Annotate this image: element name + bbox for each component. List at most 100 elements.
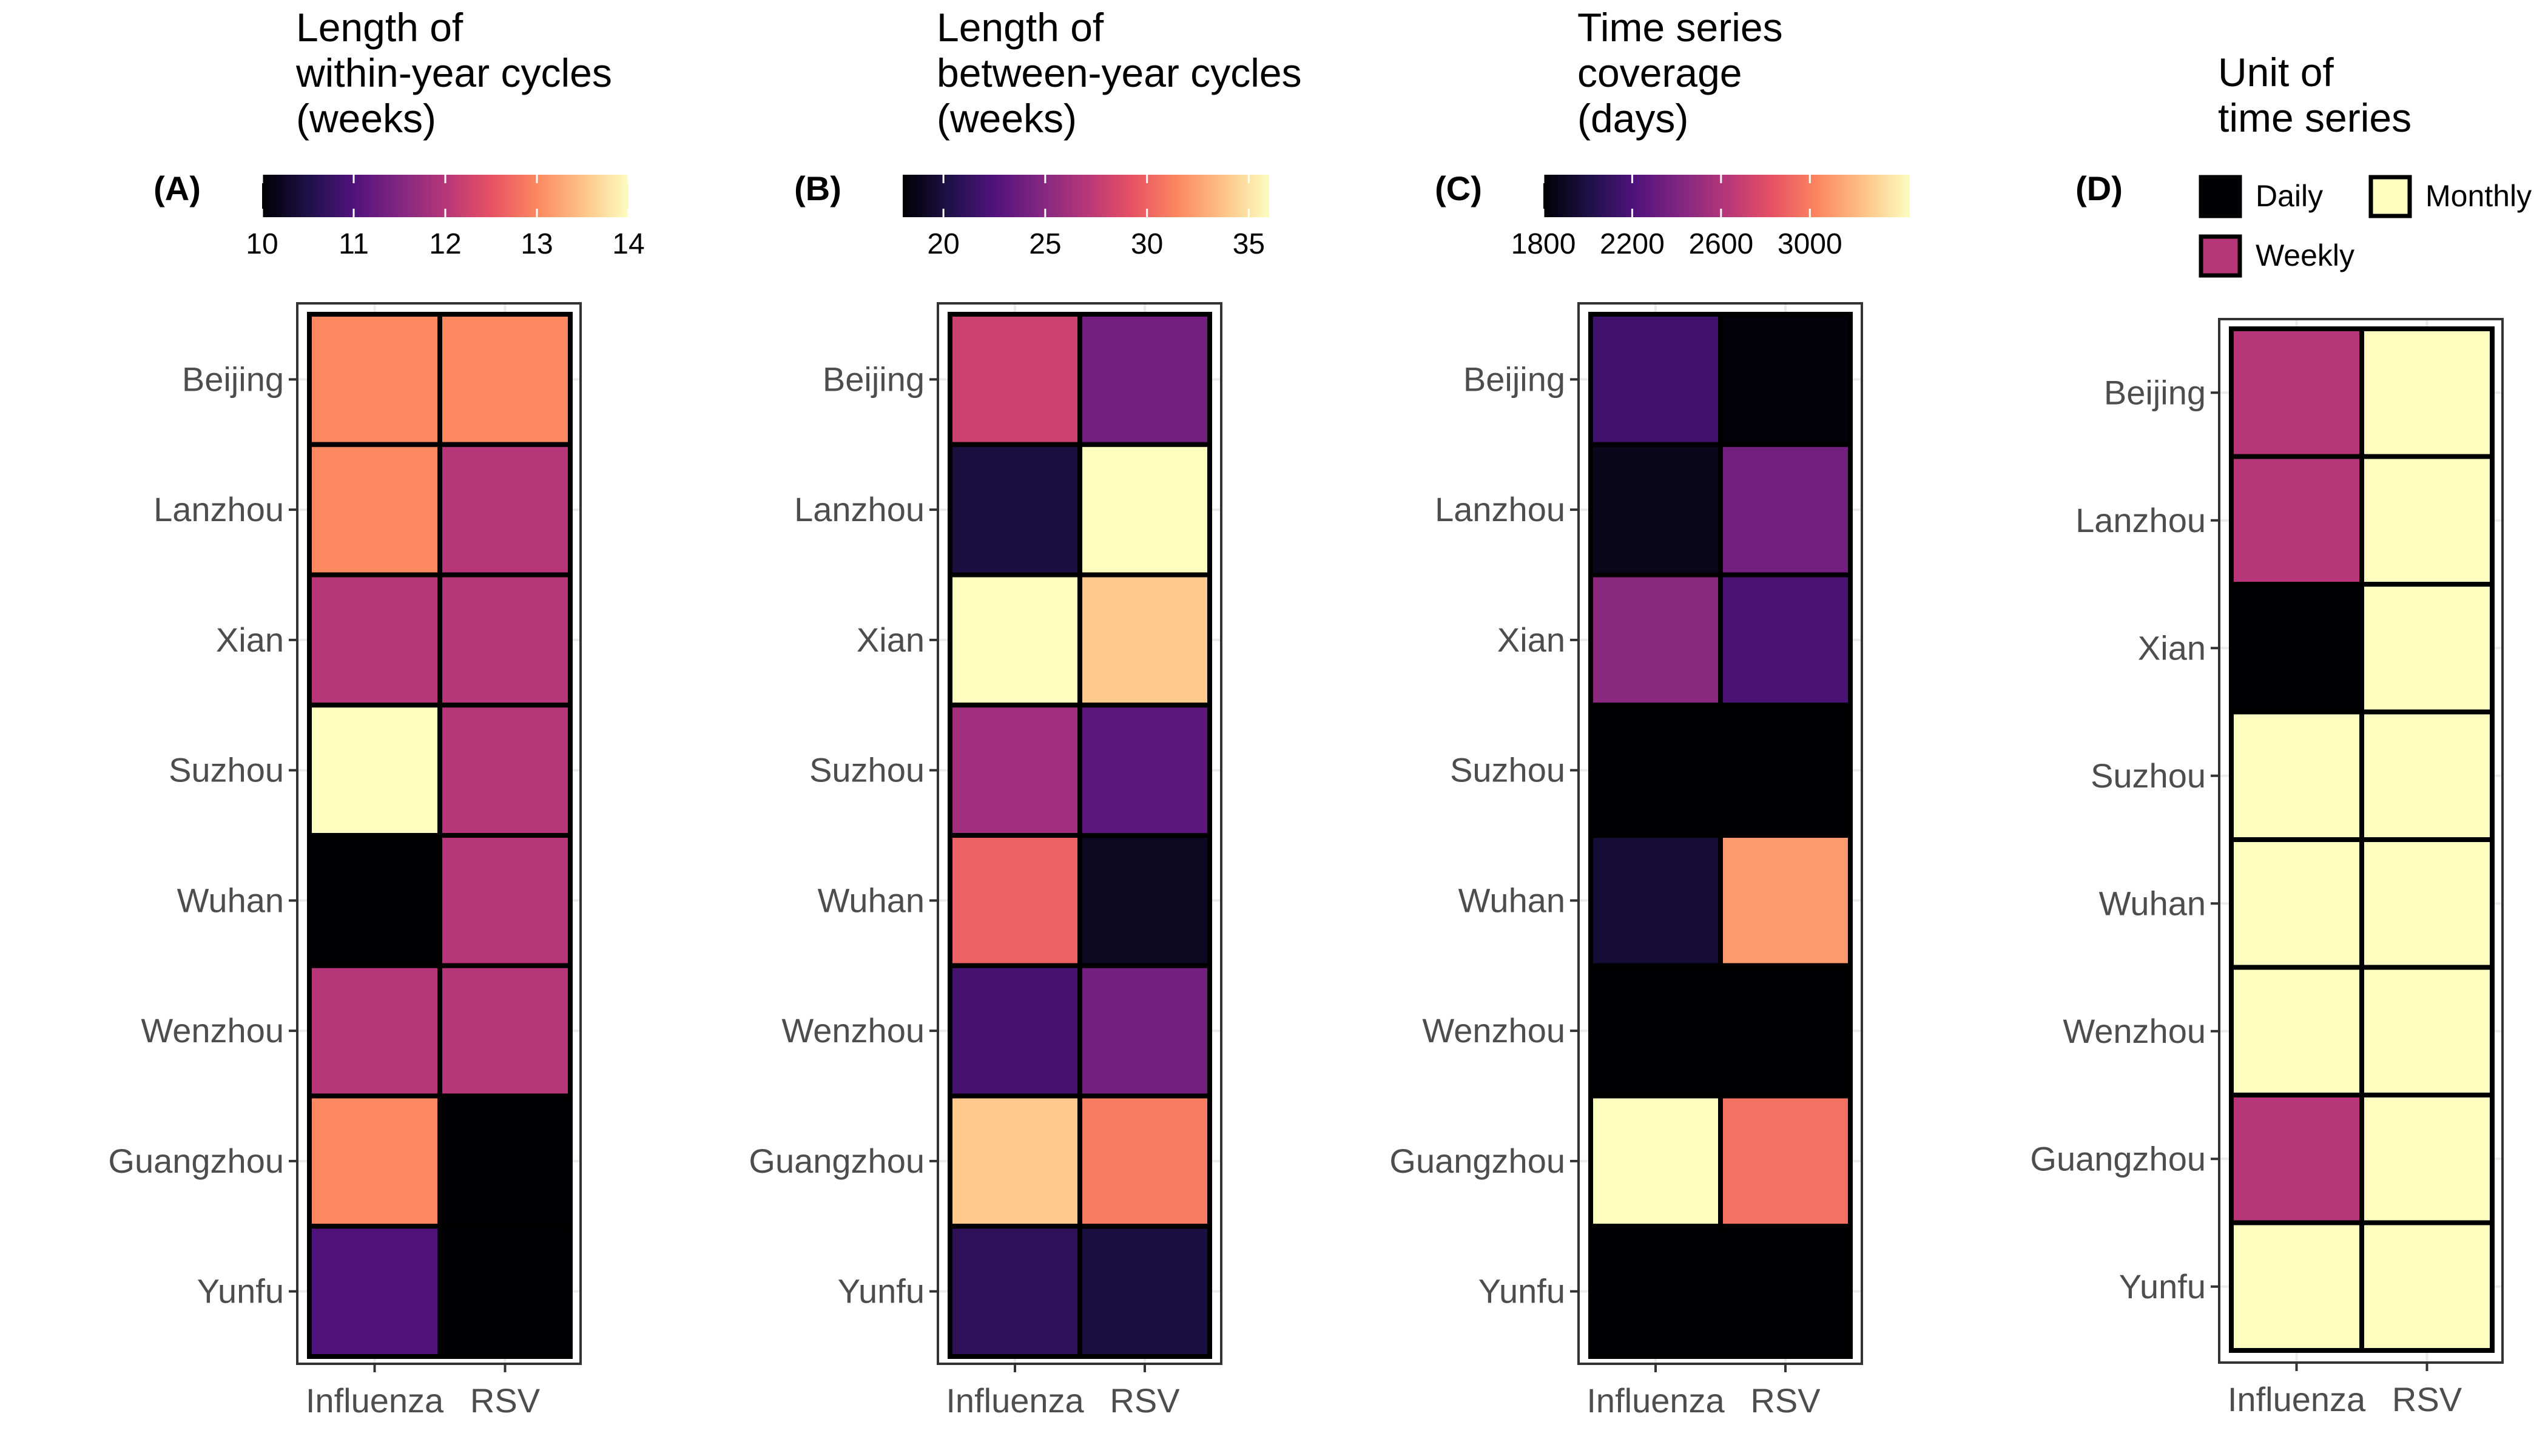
y-axis-label: Guangzhou — [1389, 1142, 1565, 1180]
y-axis-label: Beijing — [823, 360, 925, 398]
heatmap-tile — [437, 1224, 573, 1359]
y-axis-label: Yunfu — [197, 1272, 284, 1310]
legend-tick-label: 1800 — [1511, 228, 1576, 260]
y-axis-label: Wuhan — [1458, 881, 1565, 919]
legend-title-line: time series — [2218, 95, 2412, 140]
y-axis-label: Wuhan — [2099, 884, 2206, 922]
heatmap-tile — [1718, 1224, 1853, 1359]
heatmap-tile — [1077, 963, 1212, 1099]
heatmap-tile — [2359, 837, 2495, 970]
heatmap-tile — [307, 572, 442, 708]
heatmap-tile — [307, 312, 442, 447]
heatmap-tile — [948, 963, 1082, 1099]
legend-key-weekly — [2199, 234, 2242, 278]
legend-title-line: Unit of — [2218, 50, 2334, 95]
legend-title-line: (weeks) — [937, 96, 1077, 141]
legend-tick-label: 30 — [1131, 228, 1163, 260]
y-axis-label: Xian — [2138, 629, 2206, 667]
x-axis-label: RSV — [2392, 1380, 2462, 1418]
heatmap-tile — [1077, 1093, 1212, 1229]
legend-tick-label: 12 — [429, 228, 461, 260]
heatmap-tile — [2229, 326, 2364, 459]
heatmap-tile — [1718, 833, 1853, 968]
y-axis-label: Wenzhou — [781, 1011, 925, 1050]
legend-tick-label: 11 — [339, 228, 369, 260]
heatmap-tile — [2229, 965, 2364, 1097]
y-axis-label: Suzhou — [2091, 757, 2206, 795]
legend-label-monthly: Monthly — [2425, 179, 2532, 213]
heatmap-tile — [1588, 442, 1723, 578]
heatmap-tile — [1588, 833, 1723, 968]
heatmap-tile — [1718, 572, 1853, 708]
x-axis-label: Influenza — [2228, 1380, 2366, 1418]
y-axis-label: Wenzhou — [1422, 1011, 1565, 1050]
heatmap-tile — [1588, 703, 1723, 838]
legend-title-line: Length of — [296, 5, 463, 50]
heatmap-tile — [307, 963, 442, 1099]
legend-label-daily: Daily — [2256, 179, 2323, 213]
heatmap-tile — [1588, 572, 1723, 708]
y-axis-label: Wuhan — [177, 881, 284, 919]
legend-colorbar — [1543, 175, 1910, 217]
legend-tick-label: 35 — [1233, 228, 1265, 260]
y-axis-label: Wenzhou — [141, 1011, 284, 1050]
x-axis-label: RSV — [1750, 1381, 1821, 1420]
y-axis-label: Xian — [857, 621, 925, 659]
heatmap-tile — [2229, 582, 2364, 715]
heatmap-tile — [437, 833, 573, 968]
y-axis-label: Lanzhou — [794, 490, 925, 528]
y-axis-label: Xian — [216, 621, 284, 659]
heatmap-tile — [1077, 1224, 1212, 1359]
panel-tag: (C) — [1435, 169, 1482, 207]
heatmap-tile — [437, 572, 573, 708]
legend-tick-label: 10 — [246, 228, 278, 260]
heatmap-tile — [437, 442, 573, 578]
panel-border — [296, 302, 582, 1365]
heatmap-tile — [948, 1093, 1082, 1229]
heatmap-tile — [437, 1093, 573, 1229]
y-axis-label: Suzhou — [1450, 751, 1565, 789]
legend-tick-label: 25 — [1029, 228, 1061, 260]
heatmap-tile — [1077, 572, 1212, 708]
heatmap-tile — [948, 833, 1082, 968]
legend-colorbar — [903, 175, 1269, 217]
legend-tick-label: 20 — [927, 228, 959, 260]
legend-title-line: coverage — [1577, 50, 1742, 95]
legend-title-line: within-year cycles — [295, 50, 612, 95]
heatmap-tile — [2229, 454, 2364, 587]
heatmap-tile — [437, 963, 573, 1099]
x-axis-label: RSV — [1110, 1381, 1180, 1420]
y-axis-label: Guangzhou — [2030, 1139, 2206, 1178]
legend-tick-label: 13 — [521, 228, 553, 260]
heatmap-tile — [307, 1224, 442, 1359]
legend-tick-label: 3000 — [1778, 228, 1842, 260]
y-axis-label: Xian — [1497, 621, 1565, 659]
legend-label-weekly: Weekly — [2256, 238, 2354, 272]
heatmap-tile — [1077, 703, 1212, 838]
legend-title-line: (weeks) — [296, 96, 436, 141]
y-axis-label: Beijing — [182, 360, 284, 398]
heatmap-tile — [1588, 312, 1723, 447]
heatmap-tile — [2359, 1093, 2495, 1225]
heatmap-tile — [437, 312, 573, 447]
y-axis-label: Lanzhou — [2075, 501, 2206, 539]
heatmap-tile — [1718, 442, 1853, 578]
y-axis-label: Wuhan — [818, 881, 925, 919]
y-axis-label: Yunfu — [1478, 1272, 1565, 1310]
heatmap-tile — [2359, 326, 2495, 459]
legend-tick-label: 14 — [612, 228, 644, 260]
y-axis-label: Lanzhou — [153, 490, 284, 528]
x-axis-label: Influenza — [306, 1381, 444, 1420]
legend-key-daily — [2199, 175, 2242, 218]
x-axis-label: Influenza — [946, 1381, 1084, 1420]
x-axis-label: Influenza — [1586, 1381, 1725, 1420]
legend-title-line: Time series — [1577, 5, 1783, 50]
heatmap-tile — [948, 312, 1082, 447]
legend-tick-label: 2600 — [1688, 228, 1753, 260]
heatmap-tile — [2229, 709, 2364, 842]
y-axis-label: Suzhou — [809, 751, 925, 789]
